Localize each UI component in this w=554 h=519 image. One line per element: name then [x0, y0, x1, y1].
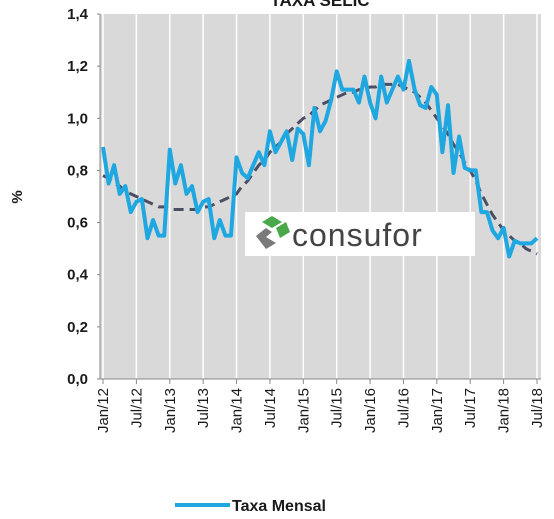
- x-tick-label: Jul/13: [195, 388, 212, 428]
- x-tick-label: Jul/18: [529, 388, 546, 428]
- plot-area: [100, 14, 541, 379]
- y-tick-label: 0,6: [67, 215, 88, 232]
- y-tick-label: 1,2: [67, 58, 88, 75]
- x-tick-label: Jul/15: [329, 388, 346, 428]
- watermark: consufor: [292, 217, 423, 253]
- y-tick-label: 1,0: [67, 110, 88, 127]
- chart-title: TAXA SELIC: [270, 0, 369, 10]
- series-line: [101, 58, 539, 259]
- logo-icon: [262, 216, 282, 228]
- logo-icon: [256, 228, 276, 249]
- lines: [101, 58, 539, 259]
- x-tick-label: Jul/12: [128, 388, 145, 428]
- y-tick-label: 0,2: [67, 319, 88, 336]
- x-tick-label: Jan/16: [362, 388, 379, 433]
- y-tick-label: 1,4: [67, 6, 89, 23]
- logo-icon: [276, 222, 290, 238]
- legend-label: Taxa Mensal: [232, 498, 326, 515]
- y-axis-label: %: [9, 190, 26, 203]
- y-tick-label: 0,4: [67, 267, 89, 284]
- x-tick-label: Jan/17: [429, 388, 446, 433]
- x-tick-label: Jul/17: [462, 388, 479, 428]
- x-tick-label: Jul/14: [262, 388, 279, 428]
- x-tick-label: Jul/16: [395, 388, 412, 428]
- x-tick-label: Jan/15: [295, 388, 312, 433]
- y-tick-label: 0,8: [67, 162, 88, 179]
- y-tick-label: 0,0: [67, 371, 88, 388]
- x-tick-label: Jan/14: [229, 388, 246, 433]
- x-tick-label: Jan/18: [496, 388, 513, 433]
- x-tick-label: Jan/13: [162, 388, 179, 433]
- x-tick-label: Jan/12: [95, 388, 112, 433]
- logo: consufor: [245, 212, 475, 256]
